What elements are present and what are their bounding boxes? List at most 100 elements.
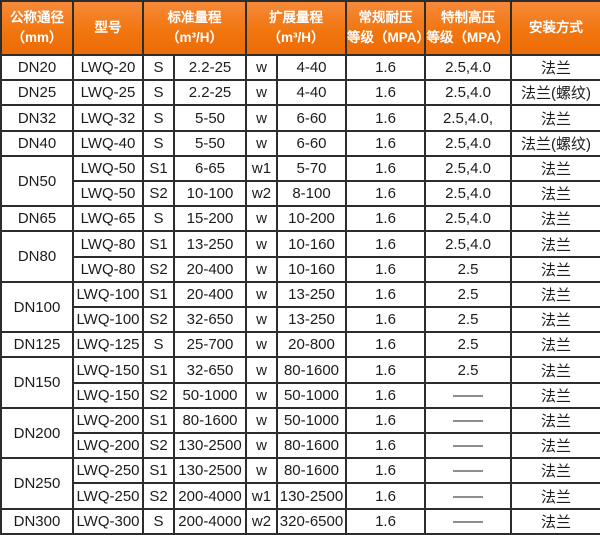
ext-code-cell: w bbox=[245, 356, 278, 384]
std-range-cell: 13-250 bbox=[173, 230, 247, 258]
ext-range-cell: 10-160 bbox=[276, 230, 347, 258]
std-code-cell: S1 bbox=[142, 457, 175, 485]
model-cell: LWQ-32 bbox=[72, 104, 144, 132]
std-range-cell: 200-4000 bbox=[173, 482, 247, 510]
table-row: DN32 LWQ-32 S 5-50 w 6-60 1.6 2.5,4.0, 法兰 bbox=[0, 104, 600, 132]
ext-code-cell: w bbox=[245, 129, 278, 157]
ext-range-cell: 50-1000 bbox=[276, 381, 347, 409]
std-code-cell: S2 bbox=[142, 255, 175, 283]
ext-range-cell: 13-250 bbox=[276, 306, 347, 334]
model-cell: LWQ-40 bbox=[72, 129, 144, 157]
model-cell: LWQ-250 bbox=[72, 482, 144, 510]
ext-code-cell: w2 bbox=[245, 507, 278, 535]
table-row: DN50 LWQ-50 S1 6-65 w1 5-70 1.6 2.5,4.0 法兰 bbox=[0, 154, 600, 208]
ext-range-cell: 5-70 bbox=[276, 154, 347, 183]
pressure-cell: 1.6 bbox=[345, 154, 426, 183]
high-pressure-cell: 2.5,4.0 bbox=[424, 230, 512, 258]
dn-cell: DN80 bbox=[0, 230, 74, 283]
install-cell: 法兰 bbox=[510, 154, 600, 183]
ext-code-cell: w bbox=[245, 280, 278, 309]
ext-range-cell: 20-800 bbox=[276, 331, 347, 359]
model-cell: LWQ-100 bbox=[72, 280, 144, 309]
ext-range-cell: 4-40 bbox=[276, 79, 347, 107]
table-row: DN250 LWQ-250 S1 130-2500 w 80-1600 1.6 —— 法兰 bbox=[0, 457, 600, 510]
install-cell: 法兰 bbox=[510, 306, 600, 334]
ext-range-cell: 6-60 bbox=[276, 104, 347, 132]
pressure-cell: 1.6 bbox=[345, 356, 426, 384]
install-cell: 法兰 bbox=[510, 205, 600, 233]
table-row: LWQ-50 S2 10-100 w2 8-100 1.6 2.5,4.0 法兰 bbox=[1, 180, 600, 208]
std-code-cell: S2 bbox=[142, 432, 175, 460]
std-code-cell: S2 bbox=[142, 180, 175, 208]
header-regular-pressure: 常规耐压 等级（MPA） bbox=[345, 0, 426, 56]
table-row: DN40 LWQ-40 S 5-50 w 6-60 1.6 2.5,4.0 法兰(螺纹) bbox=[0, 129, 600, 157]
high-pressure-cell: 2.5,4.0 bbox=[424, 154, 512, 183]
std-code-cell: S bbox=[142, 331, 175, 359]
high-pressure-cell: —— bbox=[424, 432, 512, 460]
std-range-cell: 25-700 bbox=[173, 331, 247, 359]
install-cell: 法兰 bbox=[510, 255, 600, 283]
header-high-pressure: 特制高压 等级（MPA） bbox=[424, 0, 512, 56]
std-range-cell: 32-650 bbox=[173, 356, 247, 384]
header-nominal-diameter: 公称通径 （mm） bbox=[0, 0, 74, 56]
ext-code-cell: w bbox=[245, 79, 278, 107]
ext-code-cell: w bbox=[245, 255, 278, 283]
spec-table-body: DN20 LWQ-20 S 2.2-25 w 4-40 1.6 2.5,4.0 法兰 DN25 LW… bbox=[0, 53, 600, 535]
install-cell: 法兰 bbox=[510, 104, 600, 132]
spec-table-header: 公称通径 （mm） 型号 标准量程 （m³/H） 扩展量程 （m³/H） 常规耐… bbox=[0, 0, 600, 56]
dn-cell: DN125 bbox=[0, 331, 74, 359]
std-code-cell: S1 bbox=[142, 356, 175, 384]
ext-code-cell: w bbox=[245, 406, 278, 435]
install-cell: 法兰 bbox=[510, 280, 600, 309]
header-standard-range: 标准量程 （m³/H） bbox=[142, 0, 247, 56]
high-pressure-cell: 2.5 bbox=[424, 306, 512, 334]
std-range-cell: 32-650 bbox=[173, 306, 247, 334]
std-code-cell: S1 bbox=[142, 406, 175, 435]
pressure-cell: 1.6 bbox=[345, 205, 426, 233]
ext-range-cell: 80-1600 bbox=[276, 457, 347, 485]
header-extended-range: 扩展量程 （m³/H） bbox=[245, 0, 347, 56]
std-range-cell: 15-200 bbox=[173, 205, 247, 233]
install-cell: 法兰 bbox=[510, 381, 600, 409]
table-row: DN200 LWQ-200 S1 80-1600 w 50-1000 1.6 —— 法兰 bbox=[0, 406, 600, 460]
std-code-cell: S1 bbox=[142, 154, 175, 183]
pressure-cell: 1.6 bbox=[345, 482, 426, 510]
dn-cell: DN200 bbox=[0, 406, 74, 460]
model-cell: LWQ-20 bbox=[72, 53, 144, 82]
table-row: LWQ-100 S2 32-650 w 13-250 1.6 2.5 法兰 bbox=[1, 306, 600, 334]
install-cell: 法兰 bbox=[510, 230, 600, 258]
table-row: LWQ-150 S2 50-1000 w 50-1000 1.6 —— 法兰 bbox=[1, 381, 600, 409]
install-cell: 法兰(螺纹) bbox=[510, 79, 600, 107]
model-cell: LWQ-300 bbox=[72, 507, 144, 535]
std-range-cell: 2.2-25 bbox=[173, 79, 247, 107]
std-range-cell: 2.2-25 bbox=[173, 53, 247, 82]
install-cell: 法兰 bbox=[510, 53, 600, 82]
install-cell: 法兰 bbox=[510, 507, 600, 535]
ext-code-cell: w1 bbox=[245, 154, 278, 183]
ext-range-cell: 10-160 bbox=[276, 255, 347, 283]
high-pressure-cell: —— bbox=[424, 482, 512, 510]
pressure-cell: 1.6 bbox=[345, 432, 426, 460]
ext-range-cell: 6-60 bbox=[276, 129, 347, 157]
high-pressure-cell: 2.5,4.0 bbox=[424, 79, 512, 107]
pressure-cell: 1.6 bbox=[345, 306, 426, 334]
high-pressure-cell: —— bbox=[424, 406, 512, 435]
install-cell: 法兰 bbox=[510, 406, 600, 435]
std-range-cell: 130-2500 bbox=[173, 457, 247, 485]
model-cell: LWQ-50 bbox=[72, 154, 144, 183]
high-pressure-cell: 2.5 bbox=[424, 280, 512, 309]
std-range-cell: 20-400 bbox=[173, 280, 247, 309]
model-cell: LWQ-250 bbox=[72, 457, 144, 485]
pressure-cell: 1.6 bbox=[345, 129, 426, 157]
high-pressure-cell: 2.5 bbox=[424, 255, 512, 283]
ext-code-cell: w bbox=[245, 306, 278, 334]
header-model: 型号 bbox=[72, 0, 144, 56]
ext-range-cell: 13-250 bbox=[276, 280, 347, 309]
dn-cell: DN150 bbox=[0, 356, 74, 409]
high-pressure-cell: —— bbox=[424, 457, 512, 485]
std-code-cell: S2 bbox=[142, 381, 175, 409]
model-cell: LWQ-125 bbox=[72, 331, 144, 359]
table-row: LWQ-250 S2 200-4000 w1 130-2500 1.6 —— 法兰 bbox=[1, 482, 600, 510]
